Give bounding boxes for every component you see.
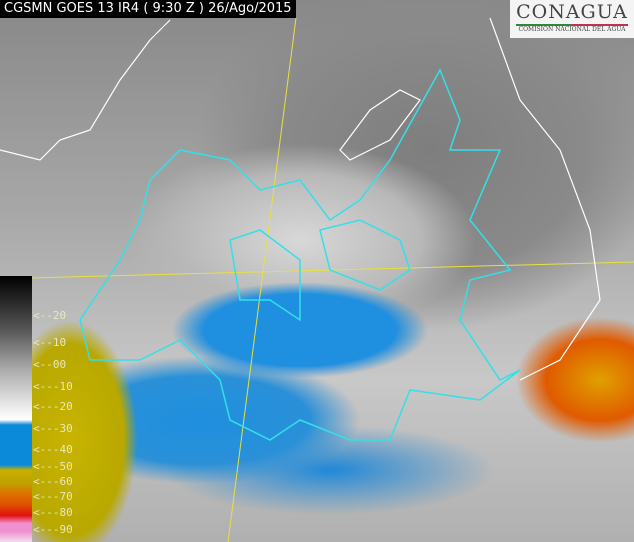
scale-label: <---90 [33, 523, 73, 536]
border-line [0, 19, 171, 161]
scale-label: <---10 [33, 380, 73, 393]
meridian-line [227, 17, 297, 542]
scale-label: <---40 [33, 443, 73, 456]
image-title: CGSMN GOES 13 IR4 ( 9:30 Z ) 26/Ago/2015 [0, 0, 296, 18]
scale-label: <---70 [33, 490, 73, 503]
coastline [489, 17, 601, 381]
state-outline [229, 229, 301, 322]
state-outline [79, 68, 521, 441]
temperature-scale-labels: <--20 <--10 <--00 <---10 <---20 <---30 <---40 <… [33, 276, 73, 542]
temperature-color-scale [0, 276, 32, 542]
conagua-logo: CONAGUA COMISIÓN NACIONAL DEL AGUA [510, 0, 634, 38]
scale-label: <---30 [33, 422, 73, 435]
scale-label: <---80 [33, 506, 73, 519]
scale-label: <---20 [33, 400, 73, 413]
coastline [339, 89, 421, 161]
scale-label: <---50 [33, 460, 73, 473]
scale-label: <--20 [33, 309, 67, 322]
scale-label: <--10 [33, 336, 67, 349]
scale-label: <--00 [33, 358, 67, 371]
scale-label: <---60 [33, 475, 73, 488]
state-outline [319, 219, 411, 291]
